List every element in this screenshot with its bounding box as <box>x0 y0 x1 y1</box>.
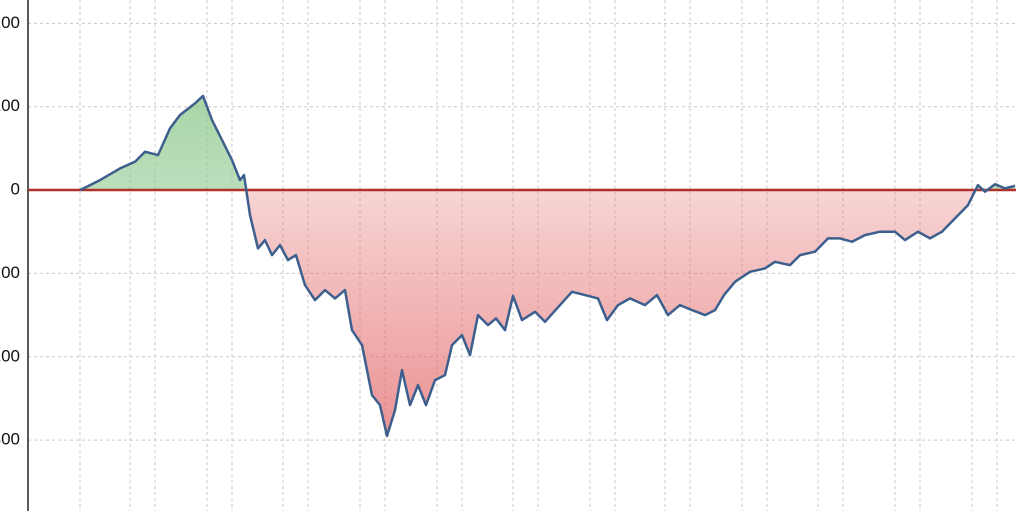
line <box>79 94 1016 438</box>
y-tick-label: -200 <box>0 346 20 365</box>
y-tick-label: 200 <box>0 13 20 32</box>
y-tick-label: 0 <box>11 180 20 199</box>
y-tick-label: -100 <box>0 263 20 282</box>
y-tick-label: 100 <box>0 96 20 115</box>
negative-area <box>80 190 1015 436</box>
y-tick-label: -300 <box>0 430 20 449</box>
positive-area <box>80 95 1015 191</box>
